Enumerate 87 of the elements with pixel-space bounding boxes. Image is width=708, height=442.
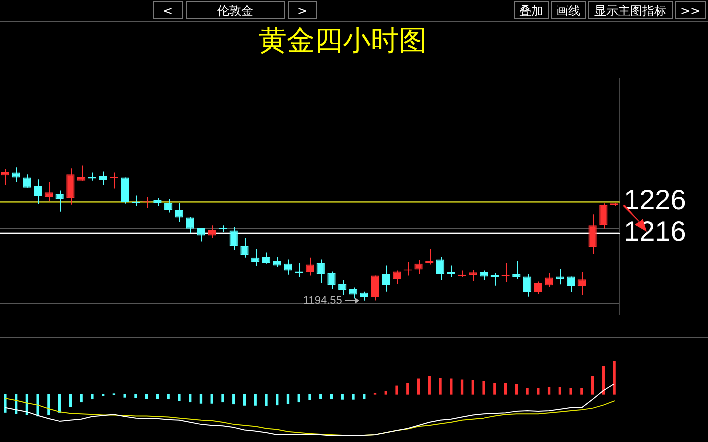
- candlestick: [338, 280, 347, 296]
- bar: [134, 394, 138, 399]
- candlestick: [523, 274, 532, 298]
- bar: [178, 394, 181, 402]
- bar: [428, 376, 431, 395]
- candlestick: [600, 203, 608, 230]
- text: <: [153, 1, 183, 19]
- bar: [439, 378, 442, 395]
- bar: [222, 394, 224, 403]
- bar: [200, 394, 203, 404]
- bar: [537, 388, 540, 395]
- candlestick: [284, 259, 292, 276]
- candlestick: [578, 272, 586, 296]
- candlestick: [56, 190, 64, 212]
- bar: [515, 384, 518, 395]
- candlestick: [78, 165, 86, 182]
- bar: [504, 383, 508, 395]
- bar: [286, 394, 290, 404]
- bar: [548, 387, 551, 395]
- bar: [472, 380, 474, 395]
- bar: [146, 394, 148, 400]
- bar: [265, 394, 268, 406]
- candlestick: [512, 260, 521, 280]
- candlestick: [469, 270, 478, 282]
- bar: [48, 394, 50, 416]
- candlestick: [99, 171, 108, 186]
- bar: [80, 394, 83, 403]
- bar: [591, 376, 594, 395]
- candlestick: [12, 167, 20, 183]
- y-tick-label: 1226: [624, 184, 686, 216]
- candlestick: [66, 168, 75, 206]
- bar: [494, 383, 496, 395]
- bar: [482, 381, 486, 395]
- bar: [58, 394, 62, 413]
- bar: [602, 366, 606, 395]
- bar: [396, 386, 398, 395]
- candlestick: [414, 260, 423, 275]
- candlestick: [121, 177, 130, 204]
- candlestick: [1, 168, 10, 186]
- bar: [4, 394, 7, 413]
- text: 画线: [551, 1, 586, 19]
- bar: [254, 394, 257, 406]
- bar: [156, 394, 160, 400]
- text: 伦敦金: [186, 1, 285, 19]
- bar: [308, 394, 312, 400]
- bar: [417, 378, 420, 395]
- bar: [91, 394, 94, 400]
- bar: [406, 383, 410, 395]
- candlestick: [44, 182, 54, 202]
- bar: [526, 388, 529, 395]
- candlestick: [556, 268, 564, 286]
- candlestick: [436, 256, 445, 281]
- bar: [352, 394, 355, 400]
- bar: [558, 387, 562, 395]
- candlestick: [230, 226, 238, 251]
- candlestick: [371, 275, 380, 302]
- bar: [341, 394, 344, 400]
- bar: [124, 394, 126, 398]
- bar: [580, 388, 584, 395]
- bar: [276, 394, 279, 406]
- bar: [69, 394, 72, 408]
- bar: [363, 394, 366, 400]
- bar: [570, 388, 572, 395]
- bar: [189, 394, 192, 403]
- text: >: [288, 1, 317, 19]
- bar: [450, 378, 453, 395]
- bar: [210, 394, 214, 404]
- candlestick: [262, 252, 271, 264]
- bar: [243, 394, 246, 406]
- chart-title: 黄金四小时图: [258, 24, 428, 58]
- candlestick: [588, 214, 597, 255]
- y-tick-label: 1216: [624, 216, 686, 247]
- bar: [320, 394, 322, 400]
- bar: [167, 394, 170, 400]
- candlestick: [306, 257, 314, 276]
- bar: [232, 394, 236, 405]
- text: 显示主图指标: [588, 1, 673, 19]
- bar: [613, 361, 616, 395]
- bar: [298, 394, 300, 403]
- bar: [384, 391, 388, 395]
- bar: [460, 380, 464, 395]
- candlestick: [208, 225, 216, 239]
- text: 叠加: [514, 1, 549, 19]
- bar: [102, 394, 105, 397]
- text: >>: [675, 1, 706, 19]
- annotation: 1194.55: [303, 294, 342, 307]
- bar: [330, 394, 334, 400]
